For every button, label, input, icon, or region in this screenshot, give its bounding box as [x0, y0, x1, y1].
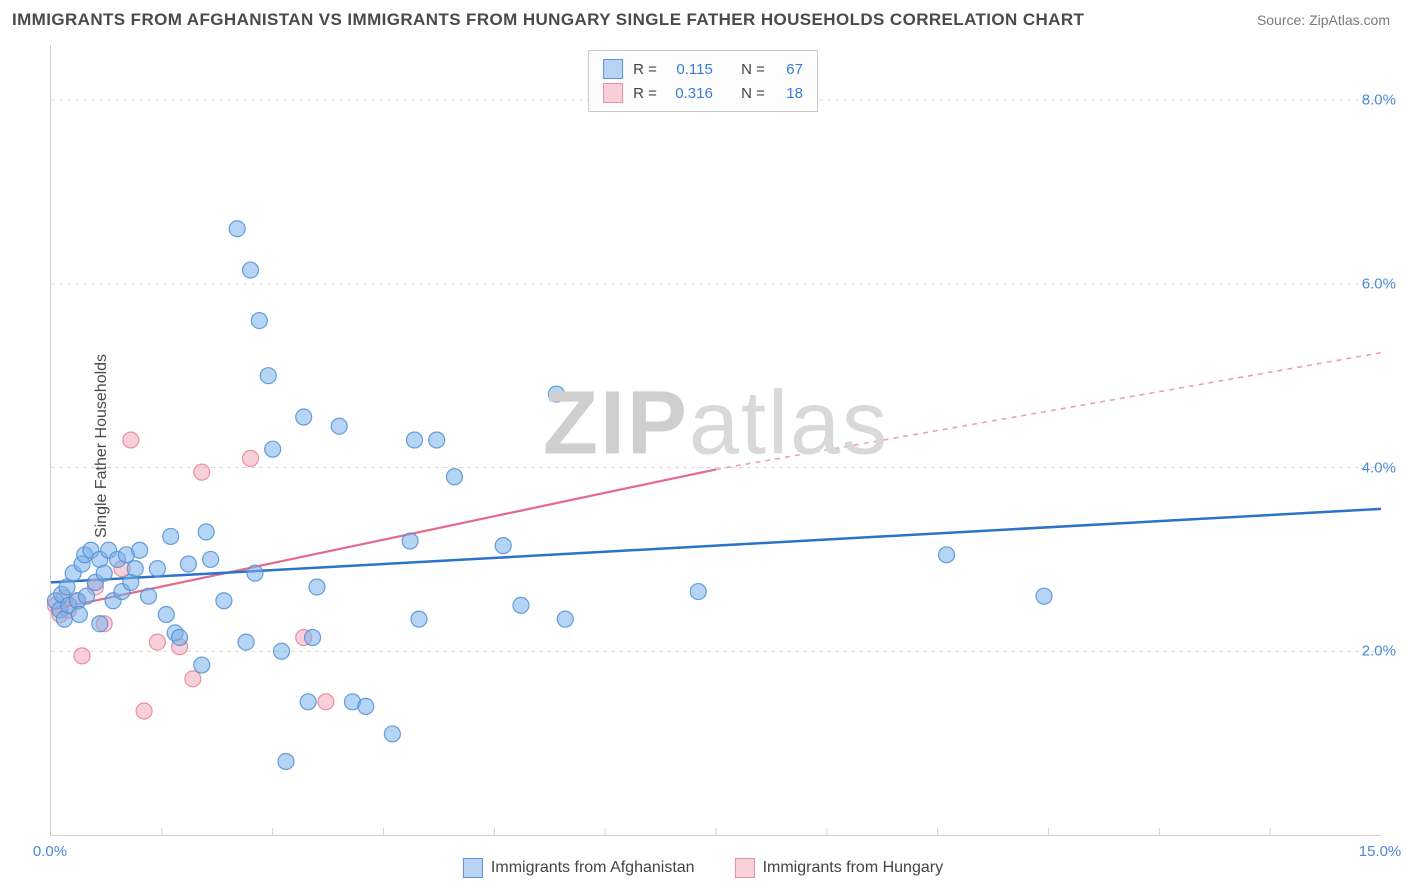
legend-stats-row-0: R = 0.115 N = 67	[603, 57, 803, 81]
legend-item-1: Immigrants from Hungary	[735, 858, 944, 878]
swatch-pink-icon	[603, 83, 623, 103]
plot-area: ZIPatlas	[50, 45, 1381, 836]
r-label: R =	[633, 85, 657, 102]
y-tick-label: 6.0%	[1362, 275, 1396, 292]
y-tick-label: 2.0%	[1362, 643, 1396, 660]
source-attribution: Source: ZipAtlas.com	[1257, 12, 1390, 28]
n-value-1: 18	[775, 85, 803, 102]
r-value-0: 0.115	[667, 61, 713, 78]
legend-stats: R = 0.115 N = 67 R = 0.316 N = 18	[588, 50, 818, 112]
x-tick-label: 15.0%	[1359, 843, 1402, 860]
n-label: N =	[741, 85, 765, 102]
chart-container: IMMIGRANTS FROM AFGHANISTAN VS IMMIGRANT…	[0, 0, 1406, 892]
legend-label-0: Immigrants from Afghanistan	[491, 859, 695, 877]
r-value-1: 0.316	[667, 85, 713, 102]
swatch-blue-icon	[603, 59, 623, 79]
scatter-svg	[51, 45, 1381, 835]
swatch-blue-icon	[463, 858, 483, 878]
legend-stats-row-1: R = 0.316 N = 18	[603, 81, 803, 105]
swatch-pink-icon	[735, 858, 755, 878]
y-tick-label: 8.0%	[1362, 92, 1396, 109]
chart-title: IMMIGRANTS FROM AFGHANISTAN VS IMMIGRANT…	[12, 10, 1084, 30]
legend-series: Immigrants from Afghanistan Immigrants f…	[463, 858, 943, 878]
y-tick-label: 4.0%	[1362, 459, 1396, 476]
legend-item-0: Immigrants from Afghanistan	[463, 858, 695, 878]
r-label: R =	[633, 61, 657, 78]
legend-label-1: Immigrants from Hungary	[763, 859, 944, 877]
x-tick-label: 0.0%	[33, 843, 67, 860]
n-label: N =	[741, 61, 765, 78]
n-value-0: 67	[775, 61, 803, 78]
